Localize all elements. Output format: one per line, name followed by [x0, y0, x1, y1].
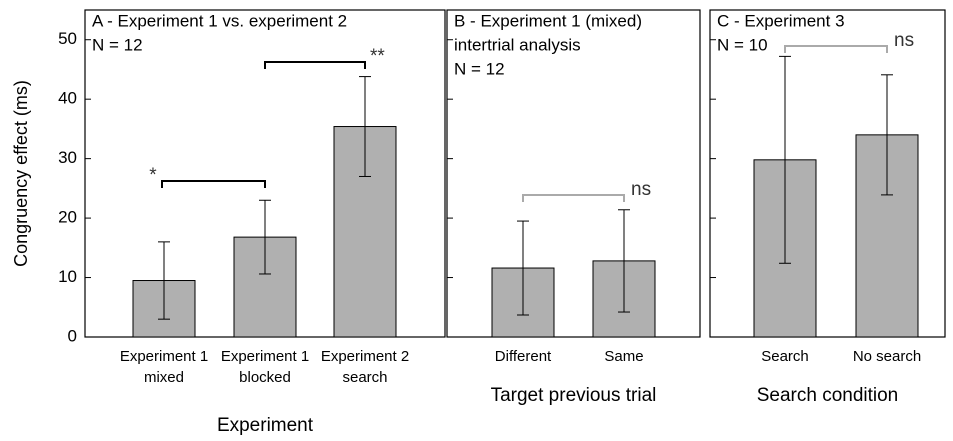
significance-bracket	[784, 45, 888, 53]
x-tick-label: mixed	[144, 369, 184, 386]
y-tick-label: 10	[58, 267, 77, 286]
y-tick-label: 50	[58, 29, 77, 48]
x-tick-label: search	[342, 369, 387, 386]
significance-label: ns	[631, 179, 651, 200]
x-axis-label: Search condition	[757, 385, 899, 406]
panel-title: N = 10	[717, 35, 768, 54]
y-tick-label: 20	[58, 208, 77, 227]
significance-bracket	[161, 180, 266, 188]
significance-bracket	[264, 61, 366, 69]
significance-label: **	[370, 46, 385, 67]
panel-title: N = 12	[454, 59, 505, 78]
x-tick-label: Different	[495, 348, 552, 365]
x-tick-label: Search	[761, 348, 809, 365]
x-tick-label: Experiment 1	[221, 348, 309, 365]
x-tick-label: No search	[853, 348, 921, 365]
panel-title: C - Experiment 3	[717, 11, 845, 30]
panel-title: B - Experiment 1 (mixed)	[454, 11, 642, 30]
panel-frame	[446, 9, 701, 338]
panel-frame	[709, 9, 946, 338]
x-axis-label: Experiment	[217, 415, 314, 436]
panel-title: N = 12	[92, 35, 143, 54]
panel-title: A - Experiment 1 vs. experiment 2	[92, 11, 347, 30]
x-tick-label: Experiment 1	[120, 348, 208, 365]
y-tick-label: 40	[58, 89, 77, 108]
x-tick-label: blocked	[239, 369, 291, 386]
x-tick-label: Same	[604, 348, 643, 365]
significance-bracket	[522, 194, 625, 202]
x-axis-label: Target previous trial	[491, 385, 657, 406]
panel-title: intertrial analysis	[454, 35, 581, 54]
y-axis-label: Congruency effect (ms)	[11, 80, 31, 267]
y-tick-label: 0	[68, 326, 77, 345]
significance-label: *	[149, 165, 157, 186]
x-tick-label: Experiment 2	[321, 348, 409, 365]
y-tick-label: 30	[58, 148, 77, 167]
significance-label: ns	[894, 30, 914, 51]
